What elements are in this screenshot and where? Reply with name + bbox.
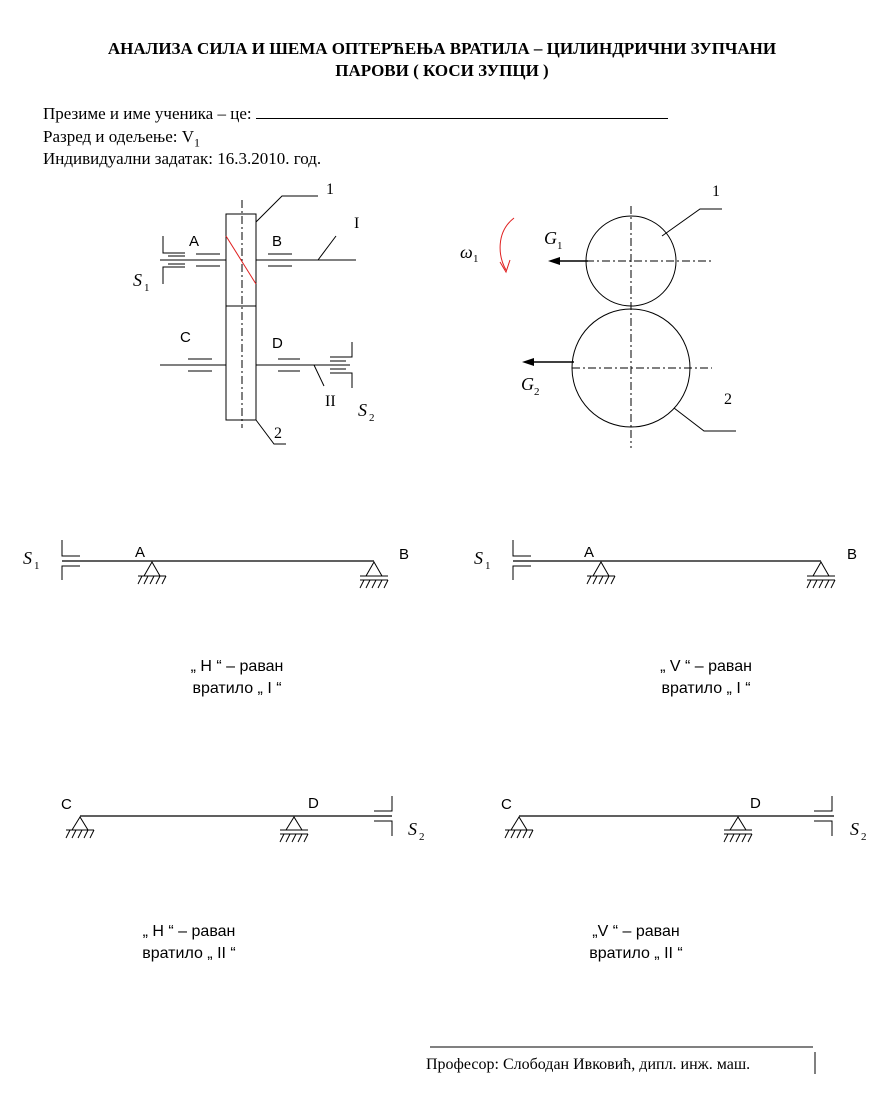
beam-4-caption: „V “ – раван вратило „ II “: [561, 921, 711, 965]
gear-label-2: 2: [724, 391, 732, 408]
rotation-arrow-head: [499, 259, 511, 274]
page-subtitle: ПАРОВИ ( КОСИ ЗУПЦИ ): [335, 61, 549, 80]
task-label: Индивидуални задатак: 16.3.2010. год.: [43, 149, 322, 168]
gear-2-rect: [225, 305, 257, 421]
rotation-arrow: [499, 217, 515, 271]
beam-4: [504, 796, 834, 843]
gear-label-1: 1: [712, 183, 720, 200]
scheme-label-s1-sub: 1: [144, 282, 150, 294]
beam-1-s-label: S: [23, 548, 32, 568]
beam-4-caption-plane: „V “ – раван: [592, 923, 680, 940]
beam-3-support-right-label: D: [308, 795, 319, 812]
beam-4-caption-shaft: вратило „ II “: [589, 945, 683, 962]
beam-1-caption: „ H “ – раван вратило „ I “: [162, 656, 312, 700]
beam-4-support-right-label: D: [750, 795, 761, 812]
leader-gear-1: [661, 208, 722, 237]
professor-signature: Професор: Слободан Ивковић, дипл. инж. м…: [426, 1056, 751, 1073]
class-label: Разред и одељење: V: [43, 127, 194, 146]
leader-2: [255, 419, 286, 445]
g1-label-sub: 1: [557, 240, 563, 252]
beam-1-caption-plane: „ H “ – раван: [190, 658, 284, 675]
scheme-label-shaft-ii: II: [325, 393, 336, 410]
beam-2-support-right: [812, 560, 830, 577]
beam-1-support-right-label: B: [399, 546, 409, 563]
beam-3-support-left-label: C: [61, 796, 72, 813]
beam-3-s-label: S: [408, 819, 417, 839]
g2-label: G: [521, 374, 534, 394]
scheme-label-b: B: [272, 233, 282, 250]
beam-3-support-right: [285, 816, 303, 831]
task-field: Индивидуални задатак: 16.3.2010. год.: [43, 149, 321, 169]
scheme-label-2: 2: [274, 425, 282, 442]
beam-2: [512, 540, 836, 589]
beam-3-caption-plane: „ H “ – раван: [142, 923, 236, 940]
student-name-label: Презиме и име ученика – це:: [43, 104, 252, 123]
coupling-s1-lower: [162, 266, 185, 284]
helix-line: [225, 235, 257, 285]
scheme-label-shaft-i: I: [354, 215, 359, 232]
scheme-label-d: D: [272, 335, 283, 352]
shaft-scheme: [160, 195, 356, 445]
beam-3: [65, 796, 393, 843]
beam-2-s-sub: 1: [485, 560, 491, 572]
scheme-label-1: 1: [326, 181, 334, 198]
omega-label: ω: [460, 242, 473, 262]
gear-pair-scheme: [499, 206, 736, 448]
g1-label: G: [544, 228, 557, 248]
beam-3-s-sub: 2: [419, 831, 425, 843]
beam-2-support-left: [592, 560, 610, 577]
beam-4-support-left: [510, 816, 528, 831]
beam-1-s-sub: 1: [34, 560, 40, 572]
leader-1: [255, 195, 318, 223]
g2-label-sub: 2: [534, 386, 540, 398]
beam-4-s-sub: 2: [861, 831, 867, 843]
beam-2-caption-plane: „ V “ – раван: [660, 658, 752, 675]
student-name-field[interactable]: Презиме и име ученика – це:: [43, 104, 668, 124]
beam-1-support-left-label: A: [135, 544, 145, 561]
beam-1-support-left: [143, 560, 161, 577]
scheme-label-c: C: [180, 329, 191, 346]
leader-gear-2: [673, 407, 736, 432]
coupling-s2-lower: [330, 372, 353, 388]
beam-2-support-right-label: B: [847, 546, 857, 563]
beam-2-support-left-label: A: [584, 544, 594, 561]
beam-1: [61, 540, 389, 589]
beam-2-caption: „ V “ – раван вратило „ I “: [631, 656, 781, 700]
scheme-label-s2-sub: 2: [369, 412, 375, 424]
coupling-s2-upper: [330, 342, 353, 358]
scheme-label-s1: S: [133, 270, 142, 290]
beam-4-support-left-label: C: [501, 796, 512, 813]
beam-1-caption-shaft: вратило „ I “: [192, 680, 282, 697]
beam-4-support-right: [729, 816, 747, 831]
coupling-s1-upper: [162, 236, 185, 254]
scheme-label-s2: S: [358, 400, 367, 420]
class-subscript: 1: [193, 135, 200, 150]
beam-3-support-left: [71, 816, 89, 831]
beam-2-caption-shaft: вратило „ I “: [661, 680, 751, 697]
beam-2-s-label: S: [474, 548, 483, 568]
student-name-blank-line[interactable]: [255, 104, 668, 119]
page-title: АНАЛИЗА СИЛА И ШЕМА ОПТЕРЋЕЊА ВРАТИЛА – …: [107, 39, 777, 58]
beam-3-caption-shaft: вратило „ II “: [142, 945, 236, 962]
scheme-label-a: A: [189, 233, 199, 250]
beam-3-caption: „ H “ – раван вратило „ II “: [114, 921, 264, 965]
beam-4-s-label: S: [850, 819, 859, 839]
class-field: Разред и одељење: V1: [43, 127, 200, 152]
omega-label-sub: 1: [473, 253, 479, 265]
beam-1-support-right: [365, 560, 383, 577]
